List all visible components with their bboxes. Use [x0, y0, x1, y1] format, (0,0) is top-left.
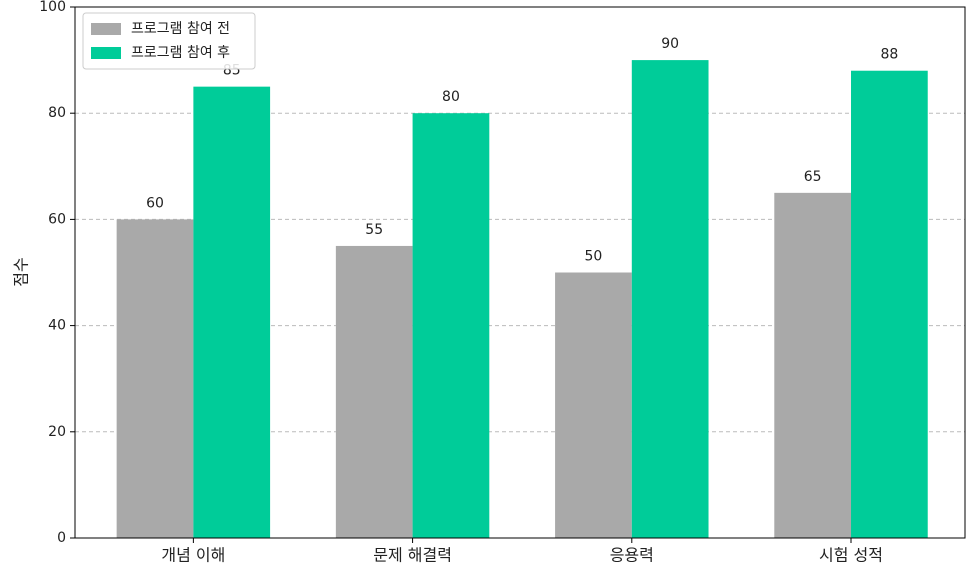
bar [116, 219, 194, 538]
value-label: 90 [661, 36, 679, 52]
bar [335, 245, 413, 538]
value-label: 50 [585, 249, 603, 265]
y-tick-label: 40 [48, 318, 66, 334]
y-tick-label: 20 [48, 424, 66, 440]
y-tick-label: 80 [48, 105, 66, 121]
bar [851, 70, 928, 538]
value-label: 60 [146, 195, 164, 211]
legend-label: 프로그램 참여 후 [131, 45, 230, 61]
x-tick-label: 문제 해결력 [373, 546, 452, 565]
y-tick-label: 100 [39, 0, 66, 15]
y-tick-label: 0 [57, 530, 66, 546]
legend-label: 프로그램 참여 전 [131, 21, 230, 37]
x-tick-label: 시험 성적 [819, 546, 883, 565]
y-axis-label: 점수 [12, 257, 31, 286]
y-tick-label: 60 [48, 211, 66, 227]
x-tick-label: 개념 이해 [161, 546, 225, 565]
legend-box [82, 12, 256, 70]
bar [193, 86, 271, 539]
legend-swatch [91, 47, 121, 59]
value-label: 55 [365, 222, 383, 238]
bar [555, 272, 632, 538]
bar [412, 113, 490, 538]
value-label: 88 [880, 47, 898, 63]
value-label: 80 [442, 89, 460, 105]
plot-frame [74, 6, 966, 539]
bar [631, 60, 709, 538]
value-label: 65 [804, 169, 822, 185]
x-tick-label: 응용력 [610, 546, 654, 565]
bar [774, 192, 852, 538]
legend-swatch [91, 23, 121, 35]
